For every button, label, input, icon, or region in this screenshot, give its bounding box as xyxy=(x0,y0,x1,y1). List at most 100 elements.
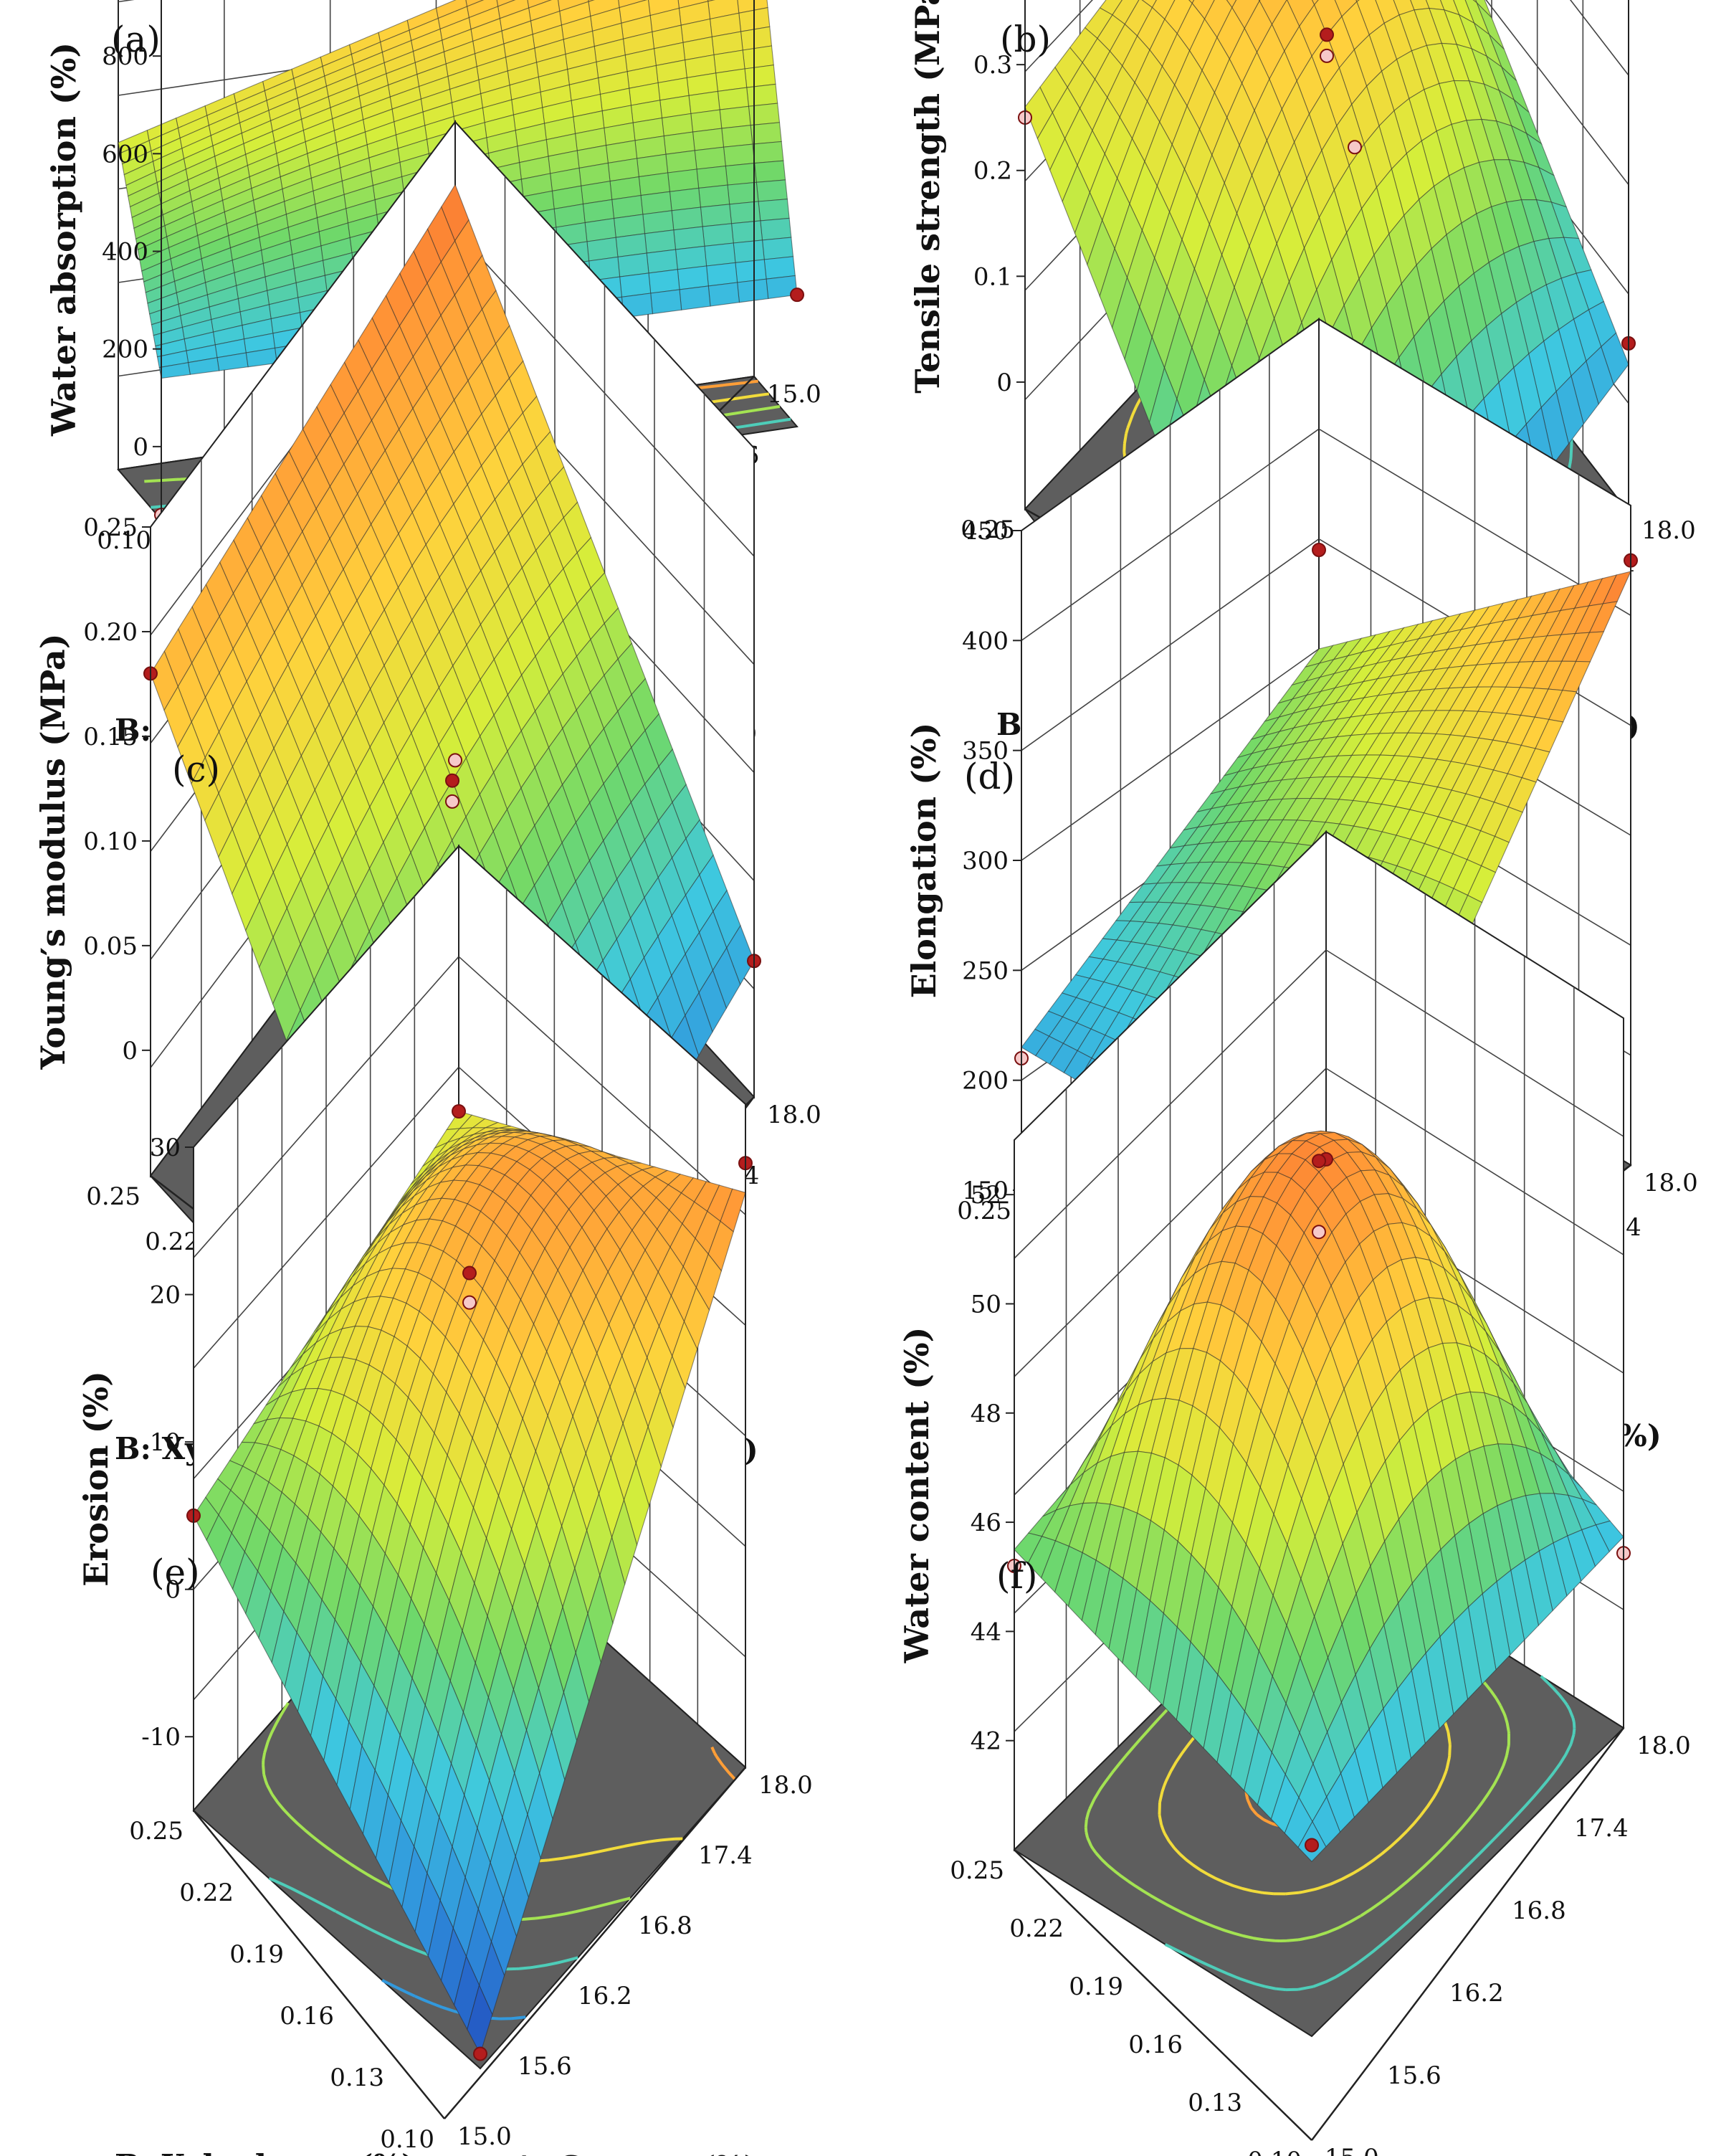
surface-cell xyxy=(729,201,761,224)
xyloglucan-tick-label: 0.10 xyxy=(1247,2147,1302,2156)
z-axis-title: Young′s modulus (MPa) xyxy=(34,633,72,1070)
surface-cell xyxy=(698,184,730,208)
surface-cell xyxy=(723,143,756,167)
gantrez-tick-label: 15.0 xyxy=(1325,2144,1379,2156)
design-point xyxy=(445,794,459,809)
z-tick-label: 20 xyxy=(150,1281,181,1310)
gantrez-tick-label: 16.8 xyxy=(638,1912,692,1940)
xyloglucan-tick-label: 0.25 xyxy=(129,1817,184,1846)
xyloglucan-tick-label: 0.25 xyxy=(950,1856,1004,1885)
gantrez-tick-label: 18.0 xyxy=(1641,516,1696,545)
z-axis-title: Water content (%) xyxy=(897,1327,936,1664)
wall-gridline xyxy=(1021,538,1320,751)
surface-cell xyxy=(702,223,734,247)
z-axis-title: Erosion (%) xyxy=(77,1371,115,1587)
z-tick-label: 0.25 xyxy=(83,513,138,542)
xyloglucan-tick-label: 0.16 xyxy=(280,2002,334,2031)
surface-cell xyxy=(735,259,767,283)
gantrez-tick-label: 17.4 xyxy=(1574,1814,1629,1843)
surface-cell xyxy=(733,239,765,264)
surface-cell xyxy=(730,220,763,244)
z-tick-label: 0 xyxy=(133,433,148,462)
z-axis-title: Water absorption (%) xyxy=(44,42,83,437)
surface-cell xyxy=(750,122,782,145)
wall-gridline xyxy=(1569,0,1629,76)
panel-label: (c) xyxy=(172,749,220,790)
surface-cell xyxy=(696,165,728,189)
gantrez-axis-title: A: Gantrez (%) xyxy=(512,2150,758,2156)
z-tick-label: 0.05 xyxy=(83,932,138,961)
response-surface xyxy=(1014,1130,1624,1863)
xyloglucan-tick-label: 0.10 xyxy=(380,2125,434,2154)
z-tick-label: 50 xyxy=(971,1290,1001,1319)
surface-cell xyxy=(667,168,700,192)
surface-cell xyxy=(761,237,794,260)
wall-gridline xyxy=(1021,648,1320,861)
xyloglucan-tick-label: 0.25 xyxy=(961,516,1015,544)
design-point xyxy=(462,1265,477,1281)
gantrez-tick-label: 15.0 xyxy=(767,380,821,409)
z-tick-label: 150 xyxy=(962,1177,1009,1205)
gantrez-tick-label: 17.4 xyxy=(698,1841,753,1870)
z-tick-label: 350 xyxy=(962,737,1009,766)
gantrez-tick-label: 16.2 xyxy=(1449,1979,1504,2008)
surface-cell xyxy=(760,217,792,241)
design-point xyxy=(445,773,459,788)
wall-gridline xyxy=(1325,949,1624,1137)
wall-gridline xyxy=(1021,428,1320,641)
panel-label: (b) xyxy=(1000,19,1051,60)
surface-cell xyxy=(648,269,680,294)
floor-contour xyxy=(1164,1675,1576,1992)
xyloglucan-tick-label: 0.25 xyxy=(957,1197,1011,1225)
xyloglucan-tick-label: 0.13 xyxy=(1188,2089,1242,2117)
surface-cell xyxy=(756,179,788,202)
surface-cell xyxy=(617,252,649,277)
wall-gridline xyxy=(193,956,459,1258)
axis-line xyxy=(193,1810,445,2119)
design-point xyxy=(1312,1154,1326,1169)
surface-cell xyxy=(721,125,753,148)
design-point xyxy=(1312,1225,1326,1240)
surface-cell xyxy=(694,146,726,170)
z-tick-label: 42 xyxy=(971,1727,1001,1756)
surface-cell xyxy=(673,226,705,250)
panel-label: (f) xyxy=(996,1555,1038,1597)
surface-cell xyxy=(675,245,707,270)
wall-gridline xyxy=(193,1066,459,1369)
surface-cell xyxy=(700,204,733,227)
xyloglucan-tick-label: 0.25 xyxy=(86,1182,140,1211)
floor-contour xyxy=(710,1746,736,1780)
surface-cell xyxy=(679,285,711,310)
design-point xyxy=(1305,1838,1319,1853)
z-tick-label: 0.10 xyxy=(83,827,138,856)
z-tick-label: 0.15 xyxy=(83,723,138,751)
surface-cell xyxy=(706,262,738,287)
surface-cell xyxy=(744,65,776,88)
z-axis-title: Elongation (%) xyxy=(905,723,943,999)
z-tick-label: 48 xyxy=(971,1400,1001,1428)
z-tick-label: 200 xyxy=(962,1067,1009,1096)
gantrez-tick-label: 18.0 xyxy=(1644,1169,1698,1197)
z-tick-label: 30 xyxy=(150,1134,181,1162)
design-point xyxy=(790,288,804,303)
surface-cell xyxy=(719,105,751,129)
z-tick-label: 0.20 xyxy=(83,618,138,647)
design-point xyxy=(448,753,462,768)
z-tick-label: 200 xyxy=(102,336,148,364)
wall-gridline xyxy=(454,229,755,557)
gantrez-tick-label: 15.6 xyxy=(518,2052,572,2081)
wall-gridline xyxy=(1024,0,1093,72)
z-tick-label: 250 xyxy=(962,956,1009,985)
z-tick-label: 52 xyxy=(971,1181,1001,1210)
z-tick-label: 400 xyxy=(962,627,1009,655)
z-tick-label: 450 xyxy=(962,517,1009,546)
z-tick-label: 400 xyxy=(102,238,148,267)
z-tick-label: 0.2 xyxy=(973,157,1012,186)
xyloglucan-tick-label: 0.22 xyxy=(1009,1914,1064,1943)
z-tick-label: 800 xyxy=(102,42,148,71)
surface-cell xyxy=(753,160,786,183)
axis-line xyxy=(1311,1727,1624,2141)
design-point xyxy=(1312,543,1326,557)
